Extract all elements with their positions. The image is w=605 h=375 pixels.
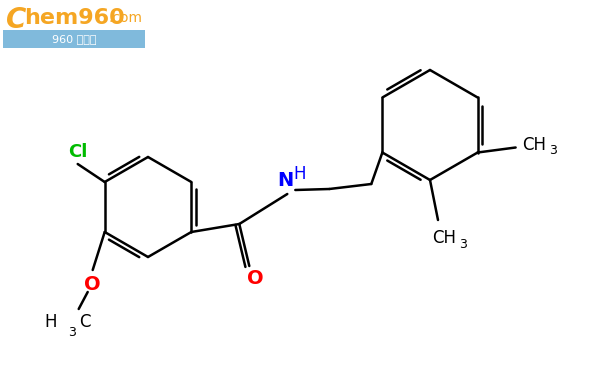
Text: hem960: hem960 <box>24 8 125 28</box>
Text: C: C <box>79 313 90 331</box>
Text: 3: 3 <box>68 326 76 339</box>
Text: 960 化工网: 960 化工网 <box>52 34 96 44</box>
Text: CH: CH <box>522 135 546 153</box>
Text: C: C <box>6 6 27 34</box>
Text: O: O <box>247 268 264 288</box>
Bar <box>3 30 145 48</box>
Text: 3: 3 <box>459 237 467 250</box>
Text: 3: 3 <box>549 144 557 157</box>
Text: CH: CH <box>432 229 456 247</box>
Text: H: H <box>44 313 57 331</box>
Text: Cl: Cl <box>68 143 87 161</box>
Text: O: O <box>84 274 101 294</box>
Text: N: N <box>277 171 293 189</box>
Text: .com: .com <box>108 11 142 25</box>
Text: H: H <box>293 165 306 183</box>
Bar <box>3 2 145 30</box>
